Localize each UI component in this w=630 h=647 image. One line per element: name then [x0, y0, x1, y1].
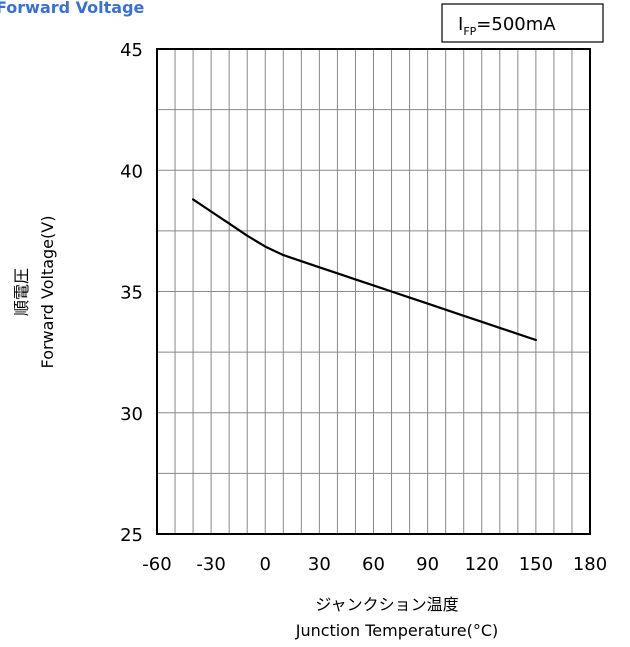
y-tick-label: 25	[120, 525, 143, 546]
x-tick-label: 30	[308, 554, 331, 575]
x-tick-label: -60	[142, 554, 171, 575]
y-tick-label: 45	[120, 40, 143, 61]
x-axis-label-jp: ジャンクション温度	[315, 595, 458, 614]
grid	[157, 49, 590, 534]
condition-main: I	[458, 14, 463, 35]
x-tick-label: 0	[260, 554, 271, 575]
x-tick-label: 60	[362, 554, 385, 575]
condition-sub: FP	[463, 25, 476, 38]
x-tick-label: 90	[416, 554, 439, 575]
y-tick-label: 35	[120, 283, 143, 304]
y-tick-label: 30	[120, 404, 143, 425]
y-axis-label: Forward Voltage(V)	[38, 216, 57, 369]
x-axis-label: Junction Temperature(°C)	[295, 621, 499, 640]
plot-frame	[156, 48, 591, 535]
condition-label: IFP=500mA	[458, 14, 556, 38]
x-tick-label: 150	[519, 554, 553, 575]
tick-labels: -60 -30 0 30 60 90 120 150 180 25 30 35 40 45	[120, 40, 607, 575]
y-tick-label: 40	[120, 161, 143, 182]
y-axis-label-jp: 順電圧	[12, 268, 31, 316]
condition-box: IFP=500mA	[441, 3, 604, 43]
chart-title: Forward Voltage	[0, 0, 145, 17]
condition-rest: =500mA	[476, 14, 556, 35]
series-layer	[192, 198, 538, 342]
series-line	[192, 198, 538, 342]
x-tick-label: 120	[465, 554, 499, 575]
x-tick-label: 180	[573, 554, 607, 575]
x-tick-label: -30	[196, 554, 225, 575]
condition-box-frame	[441, 3, 604, 43]
